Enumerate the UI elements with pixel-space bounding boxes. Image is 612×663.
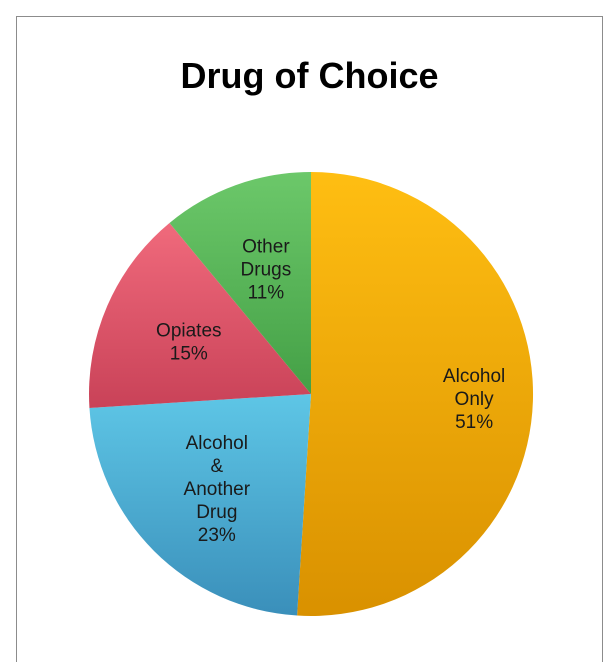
pie-slice-opiates xyxy=(89,222,311,408)
data-label-other-drugs: Other Drugs 11% xyxy=(241,237,292,304)
data-label-opiates: Opiates 15% xyxy=(156,321,221,365)
pie-slice-alcohol-another-drug xyxy=(89,394,311,616)
pie-labels: Alcohol Only 51% Alcohol & Another Drug 23% Opia… xyxy=(156,237,505,547)
pie-slices xyxy=(89,172,534,616)
pie-chart: Alcohol Only 51% Alcohol & Another Drug 23% Opia… xyxy=(89,172,534,616)
chart-frame: Drug of Choice Alcohol Only 51% Alcohol & Ano… xyxy=(16,16,603,662)
pie-slice-alcohol-only xyxy=(297,172,534,616)
data-label-alcohol-only: Alcohol Only 51% xyxy=(443,366,505,433)
data-label-alcohol-another-drug: Alcohol & Another Drug 23% xyxy=(184,433,251,546)
pie-slice-other-drugs xyxy=(169,172,311,394)
chart-title: Drug of Choice xyxy=(180,55,439,96)
